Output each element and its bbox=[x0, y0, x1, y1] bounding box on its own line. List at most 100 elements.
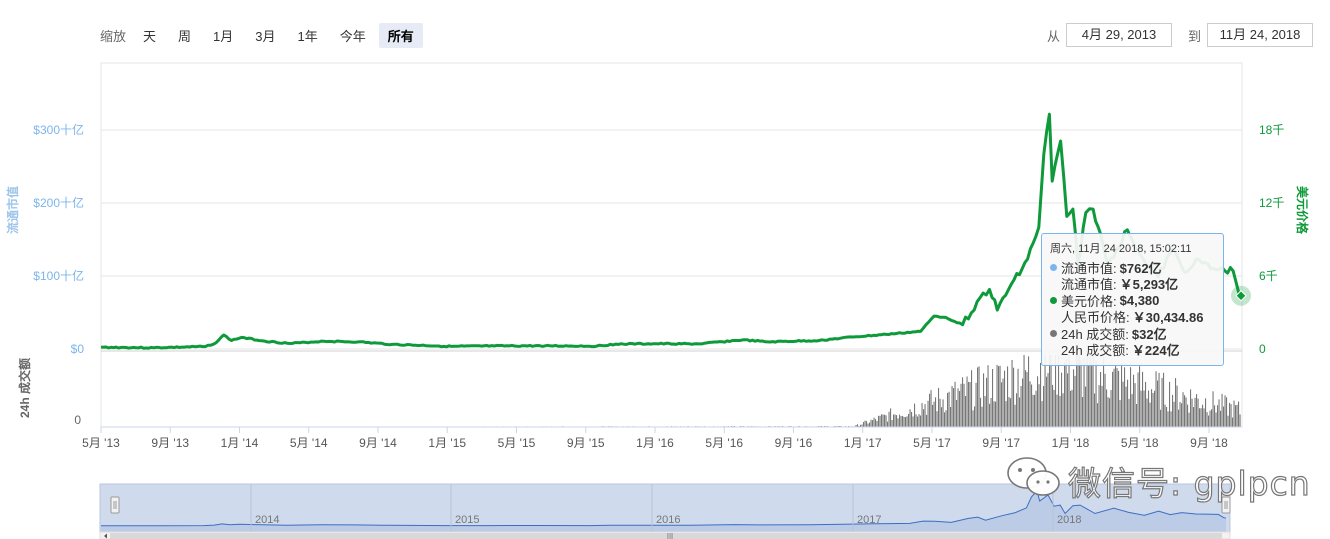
volume-bar bbox=[1196, 394, 1198, 427]
x-tick-label: 9月 '13 bbox=[151, 436, 189, 450]
volume-bar bbox=[1022, 378, 1024, 427]
volume-bar bbox=[1050, 355, 1052, 427]
volume-bar bbox=[1079, 355, 1081, 427]
volume-bar bbox=[1046, 376, 1048, 427]
y-left-tick-label: $100十亿 bbox=[33, 268, 84, 283]
volume-bar bbox=[929, 393, 931, 427]
y-right-tick-label: 0 bbox=[1259, 342, 1266, 356]
zoom-button-3-month[interactable]: 3月 bbox=[255, 28, 276, 44]
volume-bar bbox=[1140, 390, 1142, 427]
volume-bar bbox=[1136, 404, 1138, 427]
volume-bar bbox=[906, 416, 908, 427]
navigator-handle[interactable] bbox=[1221, 496, 1231, 514]
x-tick-label: 5月 '13 bbox=[82, 436, 120, 450]
volume-dot-icon bbox=[1050, 329, 1057, 337]
volume-bar bbox=[1130, 367, 1132, 427]
volume-bar bbox=[1164, 404, 1166, 427]
volume-bar bbox=[1026, 372, 1028, 427]
zoom-button-week[interactable]: 周 bbox=[178, 28, 192, 44]
volume-bar bbox=[996, 364, 998, 427]
volume-bar bbox=[1071, 389, 1073, 427]
volume-bar bbox=[1020, 386, 1022, 427]
range-from-input[interactable]: 4月 29, 2013 bbox=[1066, 23, 1173, 47]
volume-bar bbox=[879, 415, 881, 427]
volume-bar bbox=[1217, 405, 1219, 427]
zoom-button-1-year[interactable]: 1年 bbox=[297, 28, 318, 44]
volume-bar bbox=[1223, 406, 1225, 427]
volume-bar bbox=[900, 416, 902, 427]
volume-bar bbox=[1121, 363, 1123, 427]
volume-bar bbox=[1205, 398, 1207, 427]
volume-bar bbox=[870, 419, 872, 427]
volume-bar bbox=[878, 415, 880, 427]
zoom-button-ytd[interactable]: 今年 bbox=[339, 28, 366, 44]
volume-bar bbox=[960, 383, 962, 427]
zoom-button-all[interactable]: 所有 bbox=[378, 22, 423, 48]
volume-bar bbox=[1010, 398, 1012, 427]
navigator[interactable]: 2014 2015 2016 2017 2018 ||| bbox=[99, 483, 1231, 539]
volume-bar bbox=[896, 415, 898, 427]
y-right-tick-label: 12千 bbox=[1259, 196, 1284, 210]
volume-bar bbox=[1109, 398, 1111, 427]
volume-bar bbox=[978, 366, 980, 427]
volume-bar bbox=[1145, 381, 1147, 427]
volume-bar bbox=[1052, 384, 1054, 427]
volume-bar bbox=[1200, 408, 1202, 427]
volume-bar bbox=[1235, 405, 1237, 427]
volume-bar bbox=[1088, 365, 1090, 427]
volume-bar bbox=[1059, 396, 1061, 427]
volume-bar bbox=[984, 396, 986, 427]
volume-bar bbox=[1203, 408, 1205, 427]
volume-bar bbox=[1085, 386, 1087, 427]
volume-bar bbox=[1116, 368, 1118, 427]
volume-bar bbox=[1047, 373, 1049, 427]
navigator-year-label: 2014 bbox=[255, 514, 279, 526]
price-series bbox=[100, 112, 1251, 350]
scroll-left-arrow-icon[interactable] bbox=[104, 533, 107, 539]
volume-bar bbox=[1139, 366, 1141, 427]
volume-bar bbox=[1008, 397, 1010, 427]
volume-bar bbox=[975, 382, 977, 427]
wechat-icon bbox=[1007, 457, 1060, 496]
navigator-scroll-thumb[interactable] bbox=[110, 533, 1222, 539]
range-to-input[interactable]: 11月 24, 2018 bbox=[1207, 23, 1314, 47]
volume-bar bbox=[1227, 415, 1229, 427]
volume-bar bbox=[1065, 358, 1067, 427]
volume-bar bbox=[914, 403, 916, 427]
volume-bar bbox=[909, 409, 911, 427]
volume-bar bbox=[1043, 386, 1045, 427]
tooltip-row: 流通市值: $762亿 bbox=[1050, 259, 1215, 276]
volume-bar bbox=[1098, 385, 1100, 427]
volume-bar bbox=[1005, 401, 1007, 427]
zoom-button-1-month[interactable]: 1月 bbox=[213, 28, 234, 44]
volume-bar bbox=[1176, 385, 1178, 427]
tooltip-row: 24h 成交额: $32亿 bbox=[1050, 325, 1215, 342]
zoom-label: 缩放 bbox=[100, 28, 127, 44]
volume-bar bbox=[1038, 384, 1040, 427]
volume-bar bbox=[1070, 390, 1072, 427]
volume-bar bbox=[1115, 365, 1117, 427]
zoom-button-day[interactable]: 天 bbox=[143, 28, 157, 44]
range-from-label: 从 bbox=[1047, 28, 1061, 44]
y-left-tick-label: $300十亿 bbox=[33, 122, 84, 137]
volume-bar bbox=[1146, 398, 1148, 427]
volume-bar bbox=[930, 390, 932, 427]
volume-bar bbox=[903, 416, 905, 427]
volume-bar bbox=[890, 408, 892, 427]
x-tick-label: 1月 '18 bbox=[1052, 436, 1090, 450]
volume-bar bbox=[1029, 381, 1031, 427]
volume-bar bbox=[948, 391, 950, 427]
volume-bar bbox=[939, 398, 941, 427]
volume-bar bbox=[1215, 412, 1217, 427]
navigator-handle[interactable] bbox=[110, 496, 120, 514]
volume-bar bbox=[1049, 355, 1051, 427]
y-volume-tick-label: 0 bbox=[74, 413, 81, 427]
volume-bar bbox=[942, 399, 944, 427]
volume-bar bbox=[1230, 404, 1232, 427]
volume-bar bbox=[855, 425, 857, 427]
volume-bar bbox=[1055, 355, 1057, 427]
volume-bar bbox=[1143, 390, 1145, 427]
volume-bar bbox=[936, 411, 938, 427]
volume-bar bbox=[1191, 398, 1193, 427]
